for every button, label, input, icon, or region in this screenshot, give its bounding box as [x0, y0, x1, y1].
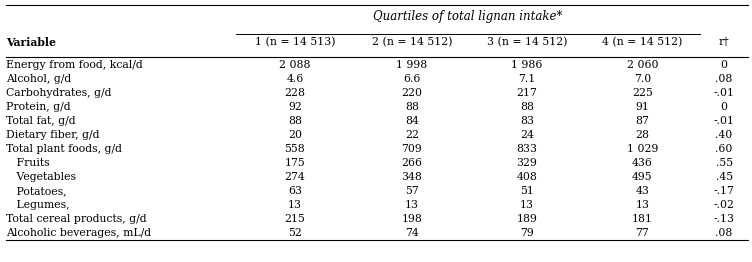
Text: Energy from food, kcal/d: Energy from food, kcal/d	[6, 60, 143, 70]
Text: 57: 57	[405, 186, 419, 196]
Text: 88: 88	[405, 102, 419, 112]
Text: 79: 79	[520, 228, 534, 238]
Text: 198: 198	[402, 214, 422, 224]
Text: Alcohol, g/d: Alcohol, g/d	[6, 74, 71, 84]
Text: 88: 88	[288, 116, 302, 126]
Text: Variable: Variable	[6, 37, 56, 48]
Text: 1 (n = 14 513): 1 (n = 14 513)	[255, 37, 335, 47]
Text: Total cereal products, g/d: Total cereal products, g/d	[6, 214, 147, 224]
Text: Potatoes,: Potatoes,	[6, 186, 67, 196]
Text: 329: 329	[517, 158, 538, 168]
Text: 13: 13	[520, 200, 534, 210]
Text: 217: 217	[517, 88, 538, 98]
Text: 225: 225	[632, 88, 653, 98]
Text: Fruits: Fruits	[6, 158, 50, 168]
Text: .45: .45	[716, 172, 732, 182]
Text: 175: 175	[284, 158, 305, 168]
Text: 4 (n = 14 512): 4 (n = 14 512)	[602, 37, 683, 47]
Text: r†: r†	[719, 37, 729, 47]
Text: .08: .08	[715, 228, 732, 238]
Text: 7.1: 7.1	[518, 74, 535, 84]
Text: 20: 20	[288, 130, 302, 140]
Text: Vegetables: Vegetables	[6, 172, 76, 182]
Text: -.02: -.02	[714, 200, 735, 210]
Text: 709: 709	[402, 144, 422, 154]
Text: 408: 408	[517, 172, 538, 182]
Text: 2 060: 2 060	[626, 60, 658, 70]
Text: 63: 63	[288, 186, 302, 196]
Text: 13: 13	[635, 200, 649, 210]
Text: 436: 436	[632, 158, 653, 168]
Text: 1 998: 1 998	[396, 60, 427, 70]
Text: 83: 83	[520, 116, 534, 126]
Text: .55: .55	[716, 158, 732, 168]
Text: 266: 266	[402, 158, 423, 168]
Text: 74: 74	[405, 228, 419, 238]
Text: 274: 274	[284, 172, 305, 182]
Text: .60: .60	[715, 144, 732, 154]
Text: 2 088: 2 088	[279, 60, 311, 70]
Text: Quartiles of total lignan intake*: Quartiles of total lignan intake*	[373, 10, 562, 24]
Text: 52: 52	[288, 228, 302, 238]
Text: Carbohydrates, g/d: Carbohydrates, g/d	[6, 88, 111, 98]
Text: 24: 24	[520, 130, 534, 140]
Text: 228: 228	[284, 88, 305, 98]
Text: 13: 13	[405, 200, 419, 210]
Text: 51: 51	[520, 186, 534, 196]
Text: 0: 0	[720, 102, 728, 112]
Text: 43: 43	[635, 186, 649, 196]
Text: 558: 558	[284, 144, 305, 154]
Text: Total plant foods, g/d: Total plant foods, g/d	[6, 144, 122, 154]
Text: 28: 28	[635, 130, 649, 140]
Text: -.17: -.17	[714, 186, 735, 196]
Text: 1 986: 1 986	[511, 60, 543, 70]
Text: 833: 833	[517, 144, 538, 154]
Text: 215: 215	[284, 214, 305, 224]
Text: 7.0: 7.0	[634, 74, 651, 84]
Text: Total fat, g/d: Total fat, g/d	[6, 116, 76, 126]
Text: -.01: -.01	[714, 88, 735, 98]
Text: Legumes,: Legumes,	[6, 200, 70, 210]
Text: 189: 189	[517, 214, 538, 224]
Text: 87: 87	[635, 116, 649, 126]
Text: 84: 84	[405, 116, 419, 126]
Text: Protein, g/d: Protein, g/d	[6, 102, 71, 112]
Text: 92: 92	[288, 102, 302, 112]
Text: 181: 181	[632, 214, 653, 224]
Text: 77: 77	[635, 228, 649, 238]
Text: Dietary fiber, g/d: Dietary fiber, g/d	[6, 130, 99, 140]
Text: 2 (n = 14 512): 2 (n = 14 512)	[371, 37, 452, 47]
Text: 1 029: 1 029	[626, 144, 658, 154]
Text: 0: 0	[720, 60, 728, 70]
Text: .08: .08	[715, 74, 732, 84]
Text: 13: 13	[288, 200, 302, 210]
Text: 6.6: 6.6	[403, 74, 420, 84]
Text: -.13: -.13	[714, 214, 735, 224]
Text: 3 (n = 14 512): 3 (n = 14 512)	[487, 37, 567, 47]
Text: 4.6: 4.6	[287, 74, 304, 84]
Text: 88: 88	[520, 102, 534, 112]
Text: 22: 22	[405, 130, 419, 140]
Text: Alcoholic beverages, mL/d: Alcoholic beverages, mL/d	[6, 228, 151, 238]
Text: 91: 91	[635, 102, 649, 112]
Text: -.01: -.01	[714, 116, 735, 126]
Text: 220: 220	[402, 88, 423, 98]
Text: 348: 348	[402, 172, 422, 182]
Text: 495: 495	[632, 172, 653, 182]
Text: .40: .40	[715, 130, 732, 140]
